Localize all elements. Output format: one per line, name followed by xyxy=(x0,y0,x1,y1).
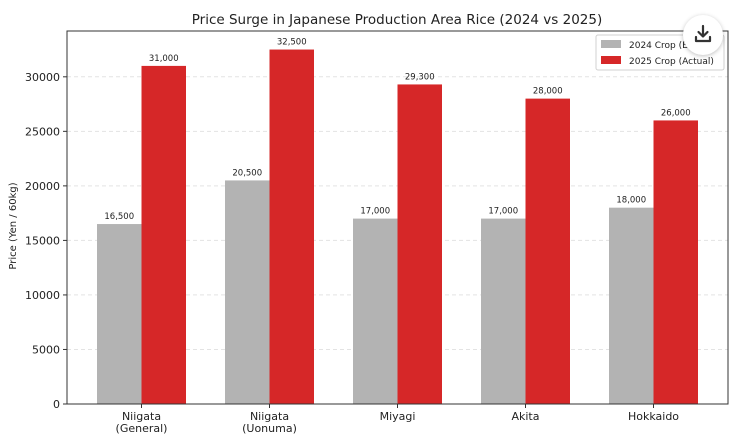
bar-2025 xyxy=(653,120,698,405)
download-icon xyxy=(694,24,712,43)
bar-layer xyxy=(97,49,698,405)
data-label: 20,500 xyxy=(232,168,262,178)
y-tick-label: 5000 xyxy=(32,343,60,356)
legend-entry: 2024 Crop (E xyxy=(629,41,688,51)
bar-2025 xyxy=(141,65,186,405)
data-label: 17,000 xyxy=(360,207,390,217)
data-label: 29,300 xyxy=(405,72,435,82)
y-tick-label: 0 xyxy=(53,398,60,411)
data-label: 26,000 xyxy=(661,108,691,118)
bar-2025 xyxy=(269,49,314,405)
download-button[interactable] xyxy=(683,15,723,55)
bar-2025 xyxy=(397,84,442,404)
axis-layer: 050001000015000200002500030000Niigata(Ge… xyxy=(25,30,729,435)
data-label: 17,000 xyxy=(488,207,518,217)
y-tick-label: 15000 xyxy=(25,234,60,247)
y-tick-label: 10000 xyxy=(25,289,60,302)
x-tick-label: Niigata xyxy=(122,410,161,423)
data-label: 16,500 xyxy=(104,212,134,222)
data-label: 31,000 xyxy=(149,54,179,64)
bar-2024 xyxy=(353,218,398,404)
data-label: 18,000 xyxy=(616,196,646,206)
bar-2025 xyxy=(525,98,570,405)
x-tick-label: Miyagi xyxy=(380,410,416,423)
y-tick-label: 25000 xyxy=(25,125,60,138)
bar-2024 xyxy=(481,218,526,404)
data-label: 32,500 xyxy=(277,38,307,48)
legend-entry: 2025 Crop (Actual) xyxy=(629,57,714,67)
y-tick-label: 30000 xyxy=(25,71,60,84)
plot-frame xyxy=(66,30,729,405)
legend-swatch xyxy=(601,40,621,48)
x-tick-label: (General) xyxy=(116,422,168,435)
x-tick-label: Hokkaido xyxy=(628,410,679,423)
y-axis-label: Price (Yen / 60kg) xyxy=(8,182,19,269)
data-label: 28,000 xyxy=(533,87,563,97)
bar-2024 xyxy=(225,180,270,404)
bar-2024 xyxy=(97,224,142,404)
x-tick-label: Niigata xyxy=(250,410,289,423)
chart-title: Price Surge in Japanese Production Area … xyxy=(192,12,603,28)
bar-2024 xyxy=(609,207,654,404)
x-tick-label: Akita xyxy=(511,410,539,423)
y-tick-label: 20000 xyxy=(25,180,60,193)
legend-swatch xyxy=(601,56,621,64)
data-label-layer: 16,500 31,000 20,500 32,500 17,000 29,300 17,0… xyxy=(104,38,690,223)
x-tick-label: (Uonuma) xyxy=(242,422,297,435)
